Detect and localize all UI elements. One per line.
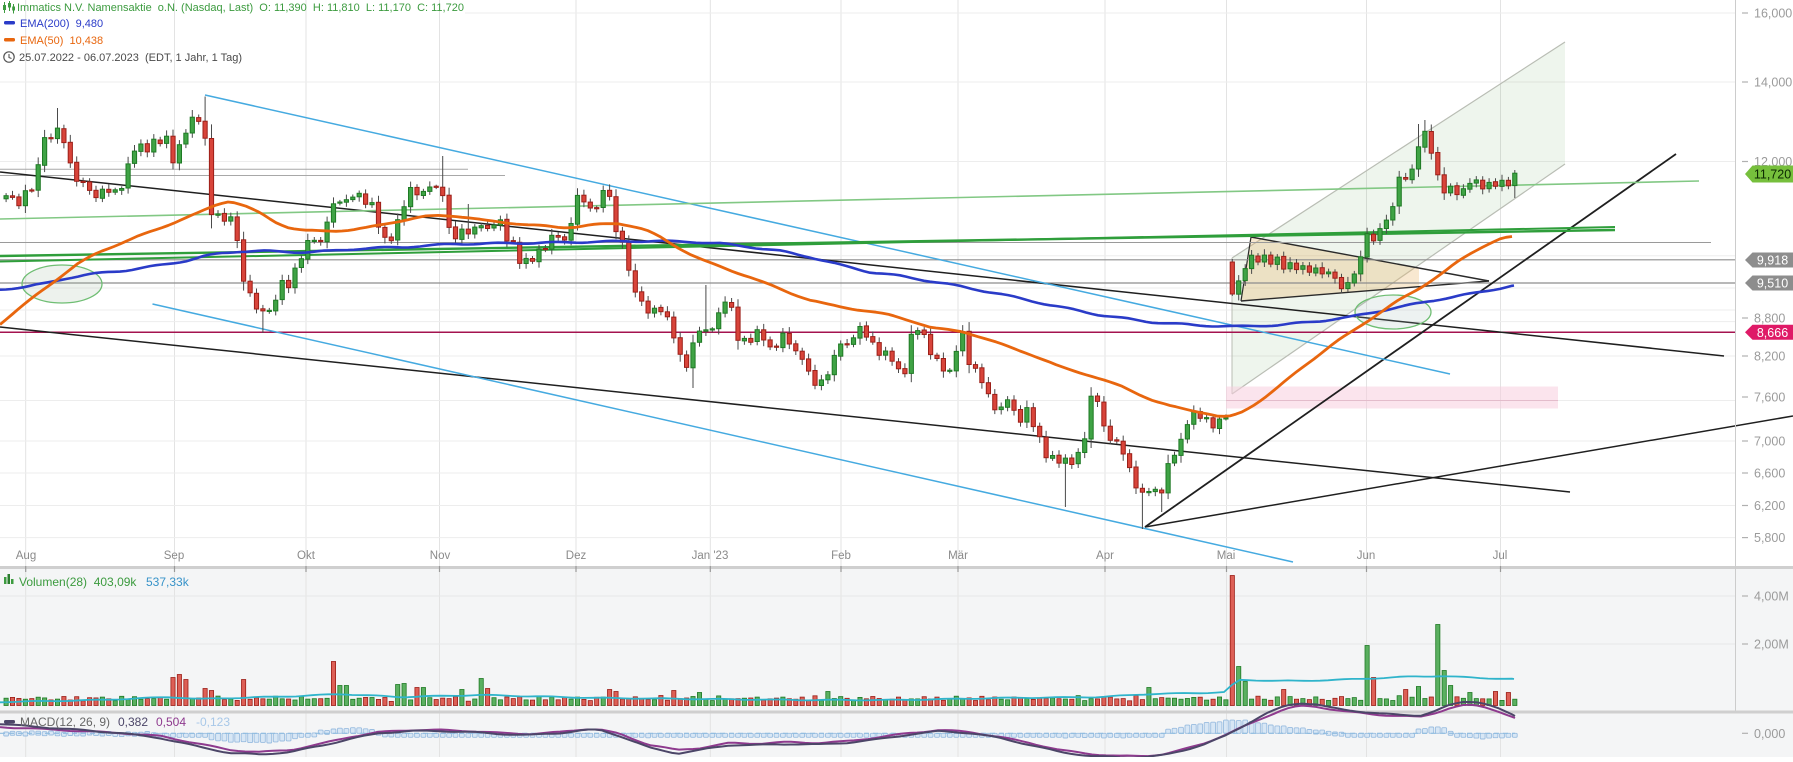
svg-text:Okt: Okt (297, 550, 316, 562)
svg-text:537,33k: 537,33k (146, 575, 190, 589)
svg-text:7,000: 7,000 (1754, 435, 1785, 449)
svg-text:Mär: Mär (948, 550, 968, 562)
svg-text:EMA(200) 9,480: EMA(200) 9,480 (20, 18, 103, 30)
svg-text:8,666: 8,666 (1757, 326, 1788, 340)
svg-text:8,200: 8,200 (1754, 350, 1785, 364)
svg-text:9,918: 9,918 (1757, 254, 1788, 268)
svg-text:8,800: 8,800 (1754, 312, 1785, 326)
svg-text:Sep: Sep (164, 550, 184, 562)
svg-text:Aug: Aug (16, 550, 36, 562)
svg-text:11,720: 11,720 (1754, 168, 1791, 182)
svg-text:7,600: 7,600 (1754, 391, 1785, 405)
svg-text:Immatics N.V. Namensaktie o.N: Immatics N.V. Namensaktie o.N. (Nasdaq, … (17, 2, 464, 14)
svg-text:0,504: 0,504 (156, 715, 186, 729)
svg-text:25.07.2022 - 06.07.2023 (EDT,: 25.07.2022 - 06.07.2023 (EDT, 1 Jahr, 1 … (19, 52, 242, 64)
svg-text:16,000: 16,000 (1754, 7, 1792, 21)
svg-text:Jan '23: Jan '23 (692, 550, 729, 562)
svg-text:-0,123: -0,123 (196, 715, 230, 729)
svg-text:0,000: 0,000 (1754, 727, 1785, 741)
svg-text:14,000: 14,000 (1754, 76, 1792, 90)
svg-text:0,382: 0,382 (118, 715, 148, 729)
svg-text:Feb: Feb (831, 550, 851, 562)
svg-text:MACD(12, 26, 9): MACD(12, 26, 9) (20, 715, 110, 729)
svg-text:4,00M: 4,00M (1754, 590, 1789, 604)
svg-text:Dez: Dez (566, 550, 587, 562)
svg-text:Mai: Mai (1217, 550, 1236, 562)
svg-text:Volumen(28) 403,09k: Volumen(28) 403,09k (19, 575, 137, 589)
svg-text:EMA(50) 10,438: EMA(50) 10,438 (20, 35, 103, 47)
svg-text:Jun: Jun (1357, 550, 1376, 562)
svg-text:6,200: 6,200 (1754, 499, 1785, 513)
svg-text:6,600: 6,600 (1754, 467, 1785, 481)
svg-text:2,00M: 2,00M (1754, 638, 1789, 652)
svg-text:Nov: Nov (430, 550, 451, 562)
svg-text:Jul: Jul (1493, 550, 1508, 562)
svg-text:9,510: 9,510 (1757, 277, 1788, 291)
svg-text:Apr: Apr (1096, 550, 1114, 562)
svg-text:5,800: 5,800 (1754, 531, 1785, 545)
